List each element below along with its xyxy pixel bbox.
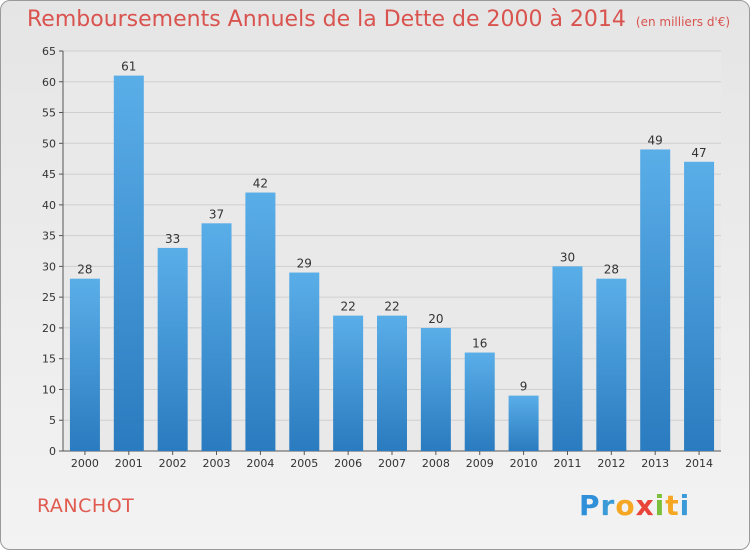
x-tick-label-2011: 2011	[553, 457, 581, 470]
x-tick-label-2013: 2013	[641, 457, 669, 470]
data-label-2000: 28	[77, 263, 92, 277]
place-name: RANCHOT	[37, 495, 135, 517]
bar-2012	[596, 278, 627, 451]
y-tick-label: 5	[49, 414, 56, 427]
x-tick-label-2012: 2012	[597, 457, 625, 470]
data-label-2014: 47	[691, 146, 706, 160]
x-tick-label-2001: 2001	[115, 457, 143, 470]
bar-2001	[113, 75, 144, 451]
x-tick-label-2010: 2010	[510, 457, 538, 470]
data-label-2003: 37	[209, 207, 224, 221]
data-label-2010: 9	[520, 380, 528, 394]
y-tick-label: 55	[42, 107, 56, 120]
y-tick-label: 30	[42, 260, 56, 273]
x-tick-label-2006: 2006	[334, 457, 362, 470]
bar-2004	[245, 192, 276, 452]
proxiti-logo: Proxiti	[579, 489, 691, 522]
y-tick-label: 65	[42, 45, 56, 58]
chart-title-text: Remboursements Annuels de la Dette de 20…	[27, 7, 626, 32]
bar-2007	[377, 315, 407, 451]
data-label-2001: 61	[121, 60, 136, 74]
y-tick-label: 60	[42, 76, 56, 89]
data-label-2006: 22	[340, 300, 355, 314]
data-label-2007: 22	[384, 300, 399, 314]
bar-2014	[684, 161, 715, 451]
bar-2006	[333, 315, 364, 451]
y-tick-label: 0	[49, 445, 56, 458]
y-tick-label: 40	[42, 199, 56, 212]
bar-2013	[640, 149, 671, 451]
y-tick-label: 10	[42, 383, 56, 396]
y-tick-label: 15	[42, 353, 56, 366]
bar-2003	[201, 223, 232, 451]
y-tick-label: 35	[42, 230, 56, 243]
bar-2009	[464, 352, 495, 451]
data-label-2013: 49	[648, 133, 663, 147]
bar-2000	[69, 278, 100, 451]
bar-2002	[157, 247, 188, 451]
unit-note: (en milliers d'€)	[635, 15, 731, 29]
bar-2010	[508, 395, 539, 451]
x-tick-label-2002: 2002	[159, 457, 187, 470]
data-label-2009: 16	[472, 337, 487, 351]
x-tick-label-2004: 2004	[246, 457, 274, 470]
data-label-2011: 30	[560, 250, 575, 264]
x-tick-label-2003: 2003	[203, 457, 231, 470]
y-tick-label: 20	[42, 322, 56, 335]
y-tick-label: 50	[42, 137, 56, 150]
data-label-2005: 29	[297, 257, 312, 271]
y-tick-label: 45	[42, 168, 56, 181]
x-tick-label-2005: 2005	[290, 457, 318, 470]
y-tick-label: 25	[42, 291, 56, 304]
data-label-2004: 42	[253, 177, 268, 191]
x-tick-label-2000: 2000	[71, 457, 99, 470]
data-label-2008: 20	[428, 312, 443, 326]
data-label-2012: 28	[604, 263, 619, 277]
data-label-2002: 33	[165, 232, 180, 246]
bar-2011	[552, 266, 583, 451]
x-tick-label-2008: 2008	[422, 457, 450, 470]
bar-2008	[420, 327, 451, 451]
chart-title: Remboursements Annuels de la Dette de 20…	[27, 7, 730, 32]
bar-2005	[289, 272, 320, 451]
x-tick-label-2007: 2007	[378, 457, 406, 470]
x-tick-label-2009: 2009	[466, 457, 494, 470]
x-tick-label-2014: 2014	[685, 457, 713, 470]
